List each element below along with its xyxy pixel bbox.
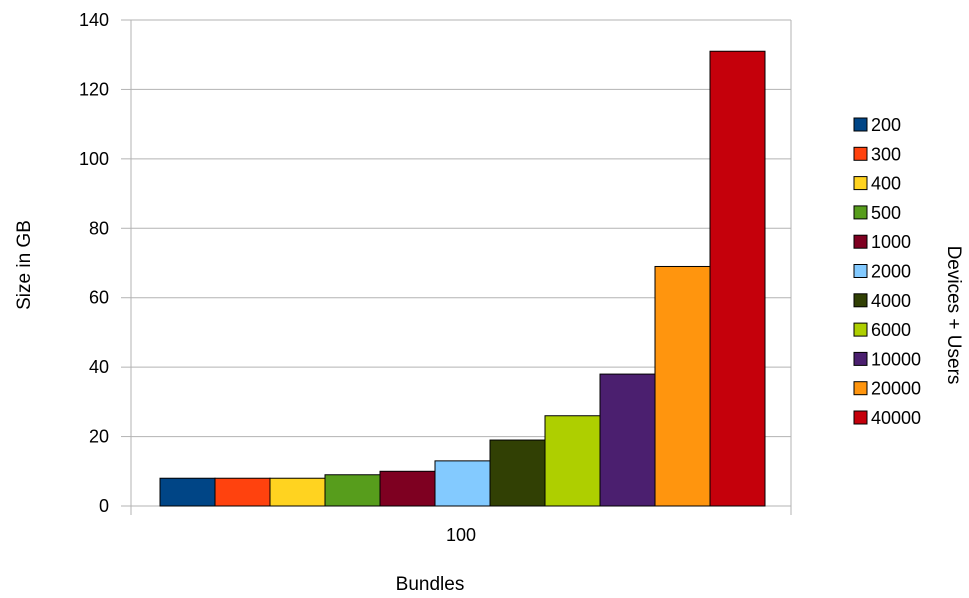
bar-20000 <box>654 265 711 507</box>
legend-swatch-300 <box>853 146 868 161</box>
legend-label-200: 200 <box>871 115 901 135</box>
legend-label-300: 300 <box>871 144 901 164</box>
y-tick-label: 140 <box>79 10 109 30</box>
bar-40000 <box>709 50 766 507</box>
bar-1000 <box>379 470 436 507</box>
x-axis-label: Bundles <box>396 574 465 595</box>
y-tick-label: 0 <box>99 496 109 516</box>
legend-swatch-6000 <box>853 322 868 337</box>
y-axis: 0 20 40 60 80 100 120 140 <box>79 10 131 516</box>
bar-400 <box>269 477 326 507</box>
y-tick-label: 20 <box>89 427 109 447</box>
legend-swatch-40000 <box>853 410 868 425</box>
legend-label-1000: 1000 <box>871 232 911 252</box>
bar-200 <box>159 477 216 507</box>
y-tick-label: 80 <box>89 218 109 238</box>
x-tick-label: 100 <box>446 525 476 545</box>
y-tick-label: 120 <box>79 79 109 99</box>
y-tick-label: 60 <box>89 288 109 308</box>
legend-label-20000: 20000 <box>871 379 921 399</box>
bar-6000 <box>544 415 601 507</box>
legend-title: Devices + Users <box>943 246 964 385</box>
y-axis-label: Size in GB <box>14 220 35 310</box>
legend-label-500: 500 <box>871 203 901 223</box>
legend-swatch-10000 <box>853 351 868 366</box>
legend-swatch-4000 <box>853 293 868 308</box>
legend-swatch-20000 <box>853 381 868 396</box>
legend-label-6000: 6000 <box>871 320 911 340</box>
legend-swatch-200 <box>853 117 868 132</box>
bar-10000 <box>599 373 656 507</box>
y-tick-label: 100 <box>79 149 109 169</box>
legend-swatch-400 <box>853 176 868 191</box>
legend-label-2000: 2000 <box>871 262 911 282</box>
legend-label-400: 400 <box>871 174 901 194</box>
gridlines <box>130 19 792 515</box>
bar-2000 <box>434 460 491 507</box>
legend-swatch-2000 <box>853 264 868 278</box>
legend-label-10000: 10000 <box>871 349 921 369</box>
bar-500 <box>324 474 381 507</box>
legend-swatch-500 <box>853 205 868 220</box>
legend-label-4000: 4000 <box>871 291 911 311</box>
legend: 200 300 400 500 1000 2000 4000 6000 10000 20000 40… <box>853 115 921 428</box>
bar-4000 <box>489 439 546 507</box>
legend-label-40000: 40000 <box>871 408 921 428</box>
bar-300 <box>214 477 271 507</box>
bars <box>159 50 766 507</box>
legend-swatch-1000 <box>853 234 868 249</box>
x-axis: 100 <box>131 505 791 545</box>
y-tick-label: 40 <box>89 357 109 377</box>
